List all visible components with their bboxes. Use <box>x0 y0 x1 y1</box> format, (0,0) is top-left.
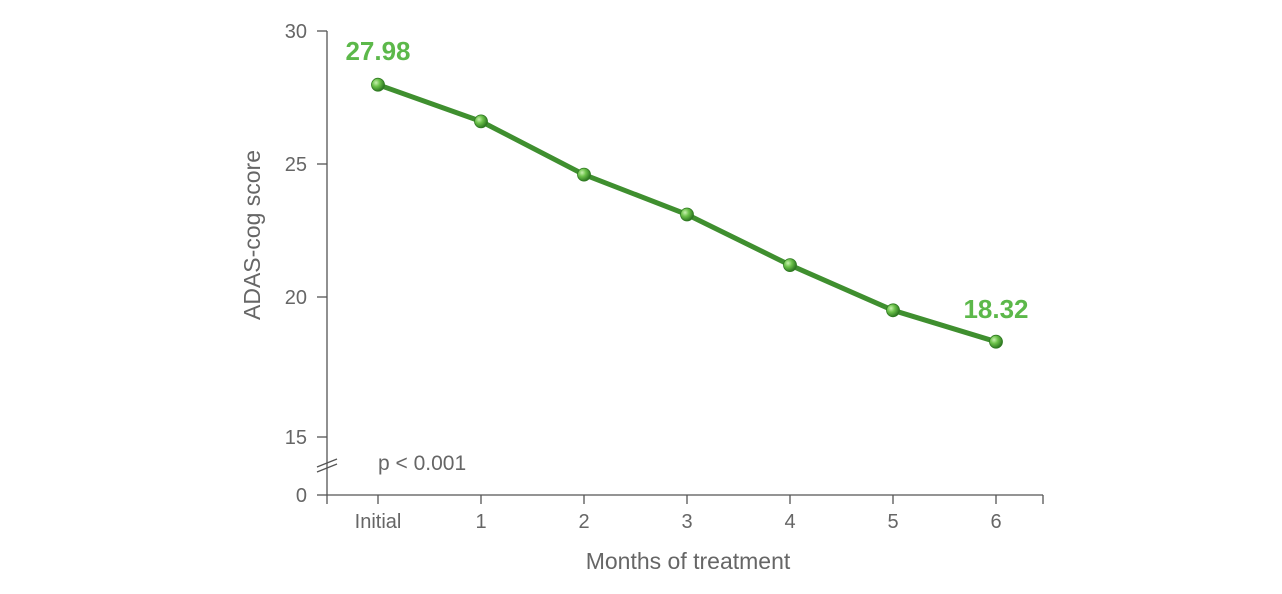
y-tick-label-20: 20 <box>285 287 307 309</box>
axes <box>316 31 1044 504</box>
y-tick-label-30: 30 <box>285 21 307 43</box>
x-axis-title: Months of treatment <box>586 548 791 574</box>
x-tick-label-1: 1 <box>475 511 486 533</box>
x-tick-label-initial: Initial <box>355 511 402 533</box>
x-tick-label-3: 3 <box>681 511 692 533</box>
data-point-6 <box>989 334 1003 349</box>
data-point-3 <box>680 207 694 222</box>
data-point-4 <box>783 258 797 273</box>
axis-break-icon <box>316 458 338 473</box>
data-point-initial <box>371 77 385 92</box>
data-label-month-6: 18.32 <box>963 294 1028 324</box>
data-point-2 <box>577 167 591 182</box>
x-axis-ticks: Initial 1 2 3 4 5 6 <box>355 495 1002 533</box>
y-axis-title: ADAS-cog score <box>239 150 265 320</box>
y-axis-ticks: 30 25 20 15 0 <box>285 21 327 507</box>
data-point-1 <box>474 114 488 129</box>
x-tick-label-6: 6 <box>990 511 1001 533</box>
p-value-annotation: p < 0.001 <box>378 452 466 475</box>
y-tick-label-0: 0 <box>296 485 307 507</box>
x-tick-label-2: 2 <box>578 511 589 533</box>
x-tick-label-4: 4 <box>784 511 795 533</box>
y-tick-label-15: 15 <box>285 427 307 449</box>
series-group <box>371 77 1003 349</box>
y-tick-label-25: 25 <box>285 154 307 176</box>
data-label-initial: 27.98 <box>345 36 410 66</box>
data-point-5 <box>886 303 900 318</box>
x-tick-label-5: 5 <box>887 511 898 533</box>
